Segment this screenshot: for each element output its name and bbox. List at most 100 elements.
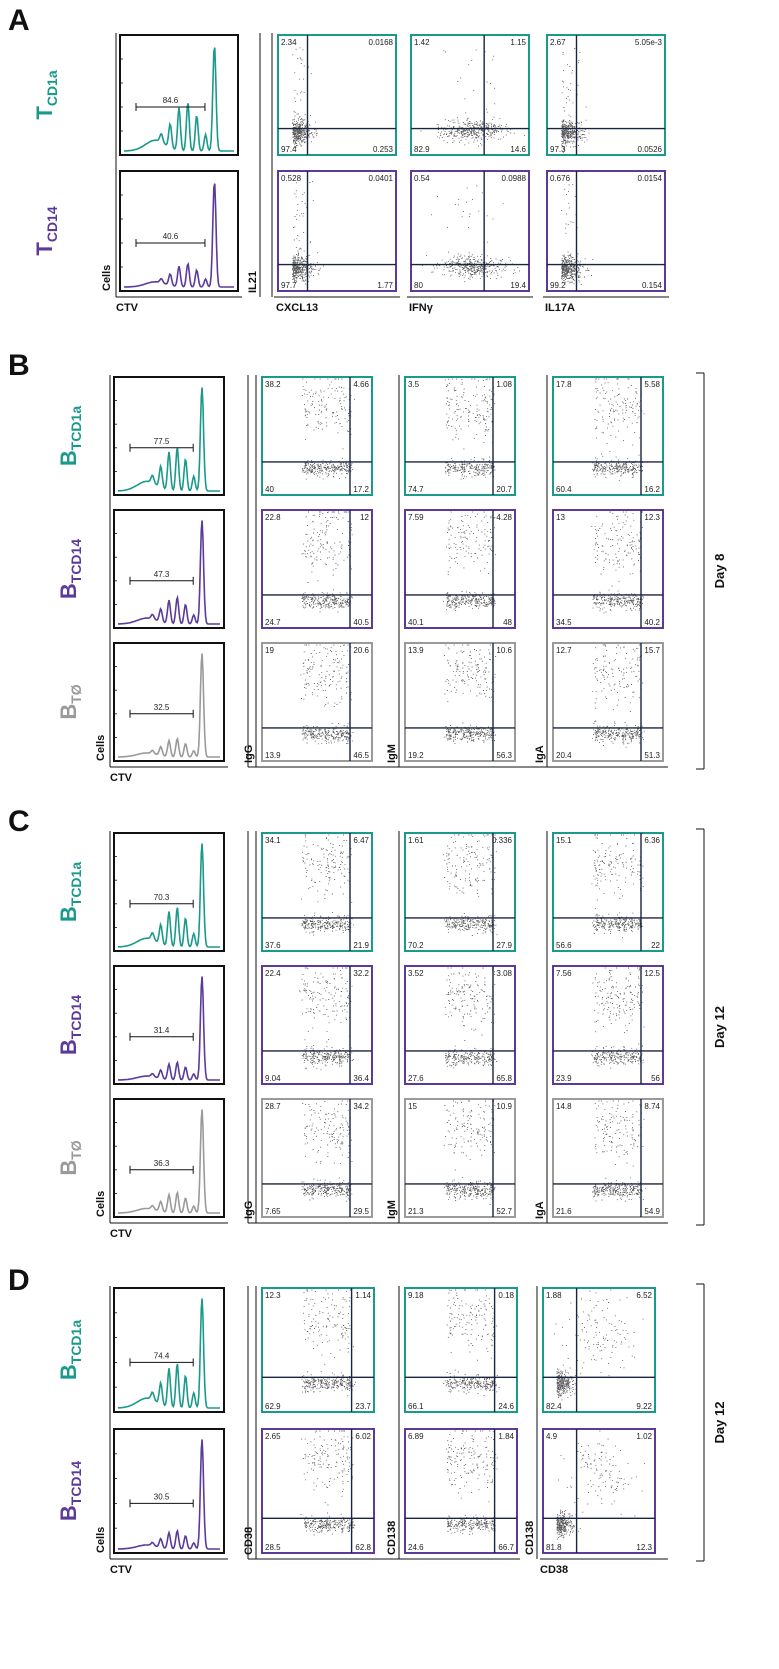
histogram-curve	[124, 183, 234, 288]
gate-percentage: 47.3	[154, 570, 170, 579]
quadrant-percentage: 34.5	[556, 618, 572, 627]
quadrant-percentage: 4.66	[353, 380, 369, 389]
gate-percentage: 32.5	[154, 703, 170, 712]
quadrant-percentage: 40.5	[353, 618, 369, 627]
quadrant-percentage: 22.4	[265, 969, 281, 978]
quadrant-percentage: 22.8	[265, 513, 281, 522]
dot-x-axis-label: CXCL13	[276, 302, 318, 314]
quadrant-percentage: 0.0154	[638, 174, 663, 183]
dot-plot: 1.88 6.52 82.4 9.22	[542, 1287, 656, 1413]
quadrant-percentage: 23.7	[355, 1402, 371, 1411]
row-to: BTØ 36.3 28.7 34.2 7.65 29.5 15 10.9 21.3 52.7 14.…	[56, 1098, 664, 1218]
quadrant-percentage: 19.4	[510, 281, 526, 290]
quadrant-percentage: 36.4	[353, 1074, 369, 1083]
quadrant-percentage: 6.02	[355, 1432, 371, 1441]
dot-plot: 15 10.9 21.3 52.7	[404, 1098, 516, 1218]
quadrant-percentage: 81.8	[546, 1543, 562, 1552]
quadrant-percentage: 21.3	[408, 1207, 424, 1216]
dot-y-axis-label: CD38	[243, 1527, 255, 1555]
row-label: BTCD1a	[56, 406, 84, 466]
quadrant-percentage: 28.5	[265, 1543, 281, 1552]
row-label: TCD1a	[32, 70, 60, 119]
dot-plot: 28.7 34.2 7.65 29.5	[261, 1098, 373, 1218]
quadrant-percentage: 17.8	[556, 380, 572, 389]
quadrant-percentage: 12	[360, 513, 369, 522]
gate-percentage: 36.3	[154, 1159, 170, 1168]
quadrant-percentage: 38.2	[265, 380, 281, 389]
histogram-box	[113, 832, 225, 952]
quadrant-percentage: 62.9	[265, 1402, 281, 1411]
gate-percentage: 30.5	[154, 1492, 170, 1501]
row-tcd1a: TCD1a 84.6 2.34 0.0168 97.4 0.253 1.42 1.15 82.9…	[32, 34, 666, 156]
dot-plot: 7.56 12.5 23.9 56	[552, 965, 664, 1085]
quadrant-percentage: 0.0401	[369, 174, 394, 183]
quadrant-percentage: 70.2	[408, 941, 424, 950]
quadrant-percentage: 0.0988	[502, 174, 527, 183]
quadrant-percentage: 24.6	[408, 1543, 424, 1552]
dot-plot: 15.1 6.36 56.6 22	[552, 832, 664, 952]
quadrant-percentage: 20.6	[353, 646, 369, 655]
quadrant-percentage: 14.6	[510, 145, 526, 154]
quadrant-percentage: 62.8	[355, 1543, 371, 1552]
quadrant-percentage: 1.77	[377, 281, 393, 290]
quadrant-percentage: 12.3	[636, 1543, 652, 1552]
histogram-curve	[117, 843, 220, 948]
quadrant-percentage: 82.9	[414, 145, 430, 154]
quadrant-percentage: 40.2	[644, 618, 660, 627]
hist-y-axis-label: Cells	[95, 735, 107, 761]
panel-letter: C	[8, 805, 30, 838]
quadrant-percentage: 3.5	[408, 380, 420, 389]
quadrant-percentage: 21.9	[353, 941, 369, 950]
dot-y-axis-label: IL21	[247, 271, 259, 293]
dot-x-axis-label: IFNγ	[409, 302, 434, 314]
dot-plot: 17.8 5.58 60.4 16.2	[552, 376, 664, 496]
row-label: BTCD14	[56, 995, 84, 1055]
quadrant-percentage: 99.2	[550, 281, 566, 290]
quadrant-percentage: 0.336	[492, 836, 513, 845]
quadrant-percentage: 37.6	[265, 941, 281, 950]
quadrant-percentage: 6.47	[353, 836, 369, 845]
quadrant-percentage: 1.02	[636, 1432, 652, 1441]
quadrant-percentage: 0.253	[373, 145, 394, 154]
quadrant-percentage: 0.18	[498, 1291, 514, 1300]
dot-plot: 19 20.6 13.9 46.5	[261, 642, 373, 762]
panel-letter: B	[8, 349, 30, 382]
quadrant-percentage: 1.14	[355, 1291, 371, 1300]
quadrant-percentage: 4.28	[496, 513, 512, 522]
dot-plot: 0.528 0.0401 97.7 1.77	[277, 170, 397, 292]
quadrant-percentage: 21.6	[556, 1207, 572, 1216]
day-label: Day 12	[712, 1402, 727, 1444]
quadrant-percentage: 29.5	[353, 1207, 369, 1216]
row-label: BTCD1a	[56, 1320, 84, 1380]
quadrant-percentage: 1.08	[496, 380, 512, 389]
histogram-box	[119, 170, 239, 292]
quadrant-percentage: 7.65	[265, 1207, 281, 1216]
dot-plot: 3.52 3.08 27.6 65.8	[404, 965, 516, 1085]
dot-plot: 12.7 15.7 20.4 51.3	[552, 642, 664, 762]
quadrant-percentage: 12.5	[644, 969, 660, 978]
quadrant-percentage: 40.1	[408, 618, 424, 627]
quadrant-percentage: 5.58	[644, 380, 660, 389]
histogram-curve	[118, 1109, 220, 1214]
dot-x-axis-label-cd38: CD38	[540, 1564, 568, 1576]
quadrant-percentage: 3.08	[496, 969, 512, 978]
quadrant-percentage: 66.7	[498, 1543, 514, 1552]
quadrant-percentage: 23.9	[556, 1074, 572, 1083]
quadrant-percentage: 9.22	[636, 1402, 652, 1411]
row-tcd1a: BTCD1a 74.4 12.3 1.14 62.9 23.7 9.18 0.18 66.1 24…	[56, 1287, 656, 1413]
dot-plot: 3.5 1.08 74.7 20.7	[404, 376, 516, 496]
row-tcd14: BTCD14 30.5 2.65 6.02 28.5 62.8 6.89 1.84 24.6 66…	[56, 1428, 656, 1554]
quadrant-percentage: 20.7	[496, 485, 512, 494]
quadrant-percentage: 27.9	[496, 941, 512, 950]
histogram-box	[113, 376, 225, 496]
quadrant-percentage: 65.8	[496, 1074, 512, 1083]
quadrant-percentage: 7.56	[556, 969, 572, 978]
row-tcd14: TCD14 40.6 0.528 0.0401 97.7 1.77 0.54 0.0988 80…	[32, 170, 666, 292]
quadrant-percentage: 13.9	[408, 646, 424, 655]
histogram-curve	[118, 653, 220, 758]
histogram-curve	[118, 976, 220, 1081]
